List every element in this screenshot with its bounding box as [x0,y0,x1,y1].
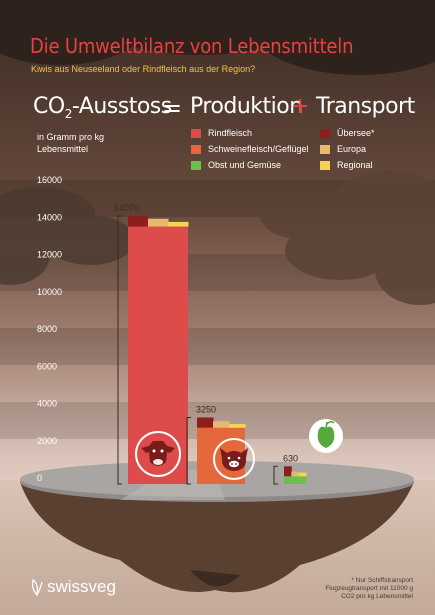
unit-label: in Gramm pro kg Lebensmittel [37,132,105,154]
bar-transport-2-3 [229,423,246,428]
brand-logo: swissveg [30,577,116,597]
legend-regional: Regional [320,160,373,170]
y-axis: 0 2000 4000 6000 8000 10000 12000 14000 16000 [37,175,62,483]
apple-icon [309,419,343,453]
bar-transport-2-2 [213,421,230,428]
bar-transport-3-1 [284,466,292,477]
bar-transport-1-2 [148,218,169,227]
co2-main: CO [33,94,65,119]
footnote-line-2: Flugzeugtransport mit 11000 g [325,585,413,592]
footnote-line-1: * Nur Schiffstransport [351,577,413,584]
y-tick-label: 2000 [37,436,57,446]
legend-swatch [191,160,201,170]
y-tick-label: 10000 [37,287,62,297]
legend-label: Übersee* [337,128,375,138]
leaf-icon [31,578,43,596]
bar-transport-1-3 [168,221,189,227]
bar-production-3 [284,476,306,484]
y-tick-label: 0 [37,473,42,483]
equation-equals: = [162,94,183,122]
legend-uebersee: Übersee* [320,128,375,138]
equation-transport: Transport [316,94,415,119]
legend-label: Schweinefleisch/Geflügel [208,144,309,154]
pig-icon [213,438,255,480]
y-tick-label: 4000 [37,399,57,409]
smoke-clouds-left [0,187,135,285]
bar-transport-2-1 [197,417,214,428]
value-label-3: 630 [283,453,298,463]
value-label-1: 14070 [114,203,139,213]
value-label-2: 3250 [196,404,216,414]
y-tick-label: 12000 [37,250,62,260]
legend-europa: Europa [320,144,366,154]
co2-rest: -Ausstoss [71,94,172,119]
y-tick-label: 6000 [37,361,57,371]
legend-swatch [320,144,330,154]
island-rock [20,482,414,593]
page-subtitle: Kiwis aus Neuseeland oder Rindfleisch au… [31,64,256,74]
legend-rindfleisch: Rindfleisch [191,128,252,138]
legend-schwein: Schweinefleisch/Geflügel [191,144,309,154]
bar-transport-3-2 [291,471,300,477]
bar-transport-1-1 [128,215,149,227]
value-labels: 14070 3250 630 [114,203,298,485]
legend-swatch [191,128,201,138]
y-tick-label: 14000 [37,212,62,222]
y-tick-label: 16000 [37,175,62,185]
cow-icon [135,431,181,477]
value-bracket-1 [117,215,122,485]
smoke-clouds-right [260,170,435,305]
bar-transport-3-3 [298,472,307,477]
footnote: * Nur Schiffstransport Flugzeugtransport… [293,577,413,601]
legend-label: Rindfleisch [208,128,253,138]
page-title: Die Umweltbilanz von Lebensmitteln [30,34,354,58]
footnote-line-3: CO2 pro kg Lebensmittel [341,593,413,600]
brand-name: swissveg [47,577,116,596]
equation-production: Produktion [190,94,303,119]
co2-subscript: 2 [64,107,73,121]
legend-swatch [320,160,330,170]
smoke-clouds-top [0,0,435,75]
equation-co2: CO2-Ausstoss [33,94,172,121]
legend-label: Obst und Gemüse [208,160,282,170]
legend-label: Europa [337,144,367,154]
value-bracket-2 [186,416,191,485]
legend-swatch [320,128,330,138]
legend-swatch [191,144,201,154]
legend-obst: Obst und Gemüse [191,160,281,170]
food-icons [135,419,343,480]
legend-label: Regional [337,160,373,170]
y-tick-label: 8000 [37,324,57,334]
equation-plus: + [291,94,310,119]
value-bracket-3 [273,465,278,485]
